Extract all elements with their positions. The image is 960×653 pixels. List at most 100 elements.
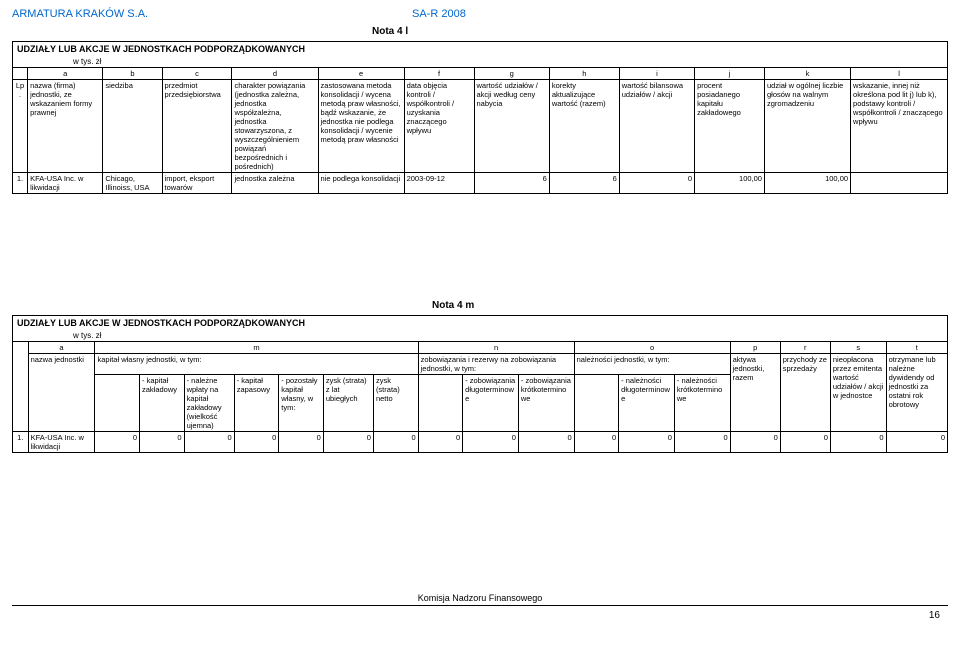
cell (851, 173, 948, 194)
col-header: - zobowiązania długoterminowe (463, 375, 519, 432)
cell: 0 (574, 432, 619, 453)
table-row: nazwa jednostki kapitał własny jednostki… (13, 354, 948, 375)
cell: 0 (140, 432, 185, 453)
cell: 0 (830, 432, 886, 453)
section-4m-unit: w tys. zł (12, 330, 948, 341)
col-header: data objęcia kontroli / współkontroli / … (404, 80, 474, 173)
col-header: aktywa jednostki, razem (730, 354, 780, 432)
cell: 0 (95, 432, 140, 453)
cell: 6 (549, 173, 619, 194)
col-letter: h (549, 68, 619, 80)
col-header: charakter powiązania (jednostka zależna,… (232, 80, 318, 173)
col-letter: m (95, 342, 418, 354)
cell: 0 (234, 432, 279, 453)
cell: KFA-USA Inc. w likwidacji (28, 173, 103, 194)
col-header: wskazanie, innej niż określona pod lit j… (851, 80, 948, 173)
col-letter: c (162, 68, 232, 80)
col-letter: l (851, 68, 948, 80)
cell: 0 (463, 432, 519, 453)
cell: Chicago, Illinoiss, USA (103, 173, 162, 194)
col-header: - zobowiązania krótkoterminowe (518, 375, 574, 432)
col-letter: s (830, 342, 886, 354)
col-header: - pozostały kapitał własny, w tym: (279, 375, 324, 432)
report-code: SA-R 2008 (412, 8, 466, 20)
cell: 0 (323, 432, 373, 453)
cell: 0 (373, 432, 418, 453)
cell: 100,00 (695, 173, 765, 194)
col-header: przychody ze sprzedaży (780, 354, 830, 432)
footer-text: Komisja Nadzoru Finansowego (12, 593, 948, 606)
col-header: - należne wpłaty na kapitał zakładowy (w… (184, 375, 234, 432)
col-letter: t (886, 342, 947, 354)
col-letter: i (619, 68, 694, 80)
row-num: 1. (13, 173, 28, 194)
table-row: Lp. nazwa (firma) jednostki, ze wskazani… (13, 80, 948, 173)
col-header: kapitał własny jednostki, w tym: (95, 354, 418, 375)
cell: 100,00 (764, 173, 850, 194)
col-header: wartość udziałów / akcji według ceny nab… (474, 80, 549, 173)
col-header: należności jednostki, w tym: (574, 354, 730, 375)
col-header: wartość bilansowa udziałów / akcji (619, 80, 694, 173)
col-letter: a (28, 342, 95, 354)
col-header: otrzymane lub należne dywidendy od jedno… (886, 354, 947, 432)
col-letter: p (730, 342, 780, 354)
cell: 0 (674, 432, 730, 453)
col-header: zobowiązania i rezerwy na zobowiązania j… (418, 354, 574, 375)
table-row: a m n o p r s t (13, 342, 948, 354)
col-header: - należności długoterminowe (619, 375, 675, 432)
cell: 0 (730, 432, 780, 453)
col-header: zastosowana metoda konsolidacji / wycena… (318, 80, 404, 173)
col-letter: n (418, 342, 574, 354)
col-letter: a (28, 68, 103, 80)
col-letter: r (780, 342, 830, 354)
col-letter: j (695, 68, 765, 80)
col-letter: e (318, 68, 404, 80)
col-header: korekty aktualizujące wartość (razem) (549, 80, 619, 173)
table-row: 1. KFA-USA Inc. w likwidacji 0 0 0 0 0 0… (13, 432, 948, 453)
section-4l-unit: w tys. zł (12, 56, 948, 67)
col-letter: g (474, 68, 549, 80)
section-4l-title: UDZIAŁY LUB AKCJE W JEDNOSTKACH PODPORZĄ… (12, 41, 948, 56)
col-letter: b (103, 68, 162, 80)
table-4l: a b c d e f g h i j k l Lp. nazwa (firma… (12, 67, 948, 194)
cell: 2003-09-12 (404, 173, 474, 194)
col-letter: f (404, 68, 474, 80)
col-header: siedziba (103, 80, 162, 173)
table-row: a b c d e f g h i j k l (13, 68, 948, 80)
cell: 6 (474, 173, 549, 194)
col-header: nazwa (firma) jednostki, ze wskazaniem f… (28, 80, 103, 173)
col-header: zysk (strata) netto (373, 375, 418, 432)
table-row: 1. KFA-USA Inc. w likwidacji Chicago, Il… (13, 173, 948, 194)
section-4m-title: UDZIAŁY LUB AKCJE W JEDNOSTKACH PODPORZĄ… (12, 315, 948, 330)
company-name: ARMATURA KRAKÓW S.A. (12, 8, 412, 20)
cell: 0 (184, 432, 234, 453)
cell: 0 (518, 432, 574, 453)
col-letter: d (232, 68, 318, 80)
cell: import, eksport towarów (162, 173, 232, 194)
cell: nie podlega konsolidacji (318, 173, 404, 194)
col-letter: o (574, 342, 730, 354)
cell: KFA-USA Inc. w likwidacji (28, 432, 95, 453)
col-header: - kapitał zakładowy (140, 375, 185, 432)
col-letter: k (764, 68, 850, 80)
cell: jednostka zależna (232, 173, 318, 194)
col-header: nazwa jednostki (28, 354, 95, 432)
col-header: - należności krótkoterminowe (674, 375, 730, 432)
page-number: 16 (12, 610, 948, 621)
cell: 0 (619, 432, 675, 453)
lp-header: Lp. (13, 80, 28, 173)
cell: 0 (886, 432, 947, 453)
nota-4m-label: Nota 4 m (432, 300, 948, 311)
col-header: zysk (strata) z lat ubiegłych (323, 375, 373, 432)
nota-4l-label: Nota 4 l (372, 26, 948, 37)
table-4m: a m n o p r s t nazwa jednostki kapitał … (12, 341, 948, 453)
cell: 0 (780, 432, 830, 453)
col-header: udział w ogólnej liczbie głosów na walny… (764, 80, 850, 173)
col-header: nieopłacona przez emitenta wartość udzia… (830, 354, 886, 432)
col-header: procent posiadanego kapitału zakładowego (695, 80, 765, 173)
cell: 0 (279, 432, 324, 453)
cell: 0 (619, 173, 694, 194)
col-header: przedmiot przedsiębiorstwa (162, 80, 232, 173)
col-header: - kapitał zapasowy (234, 375, 279, 432)
row-num: 1. (13, 432, 29, 453)
